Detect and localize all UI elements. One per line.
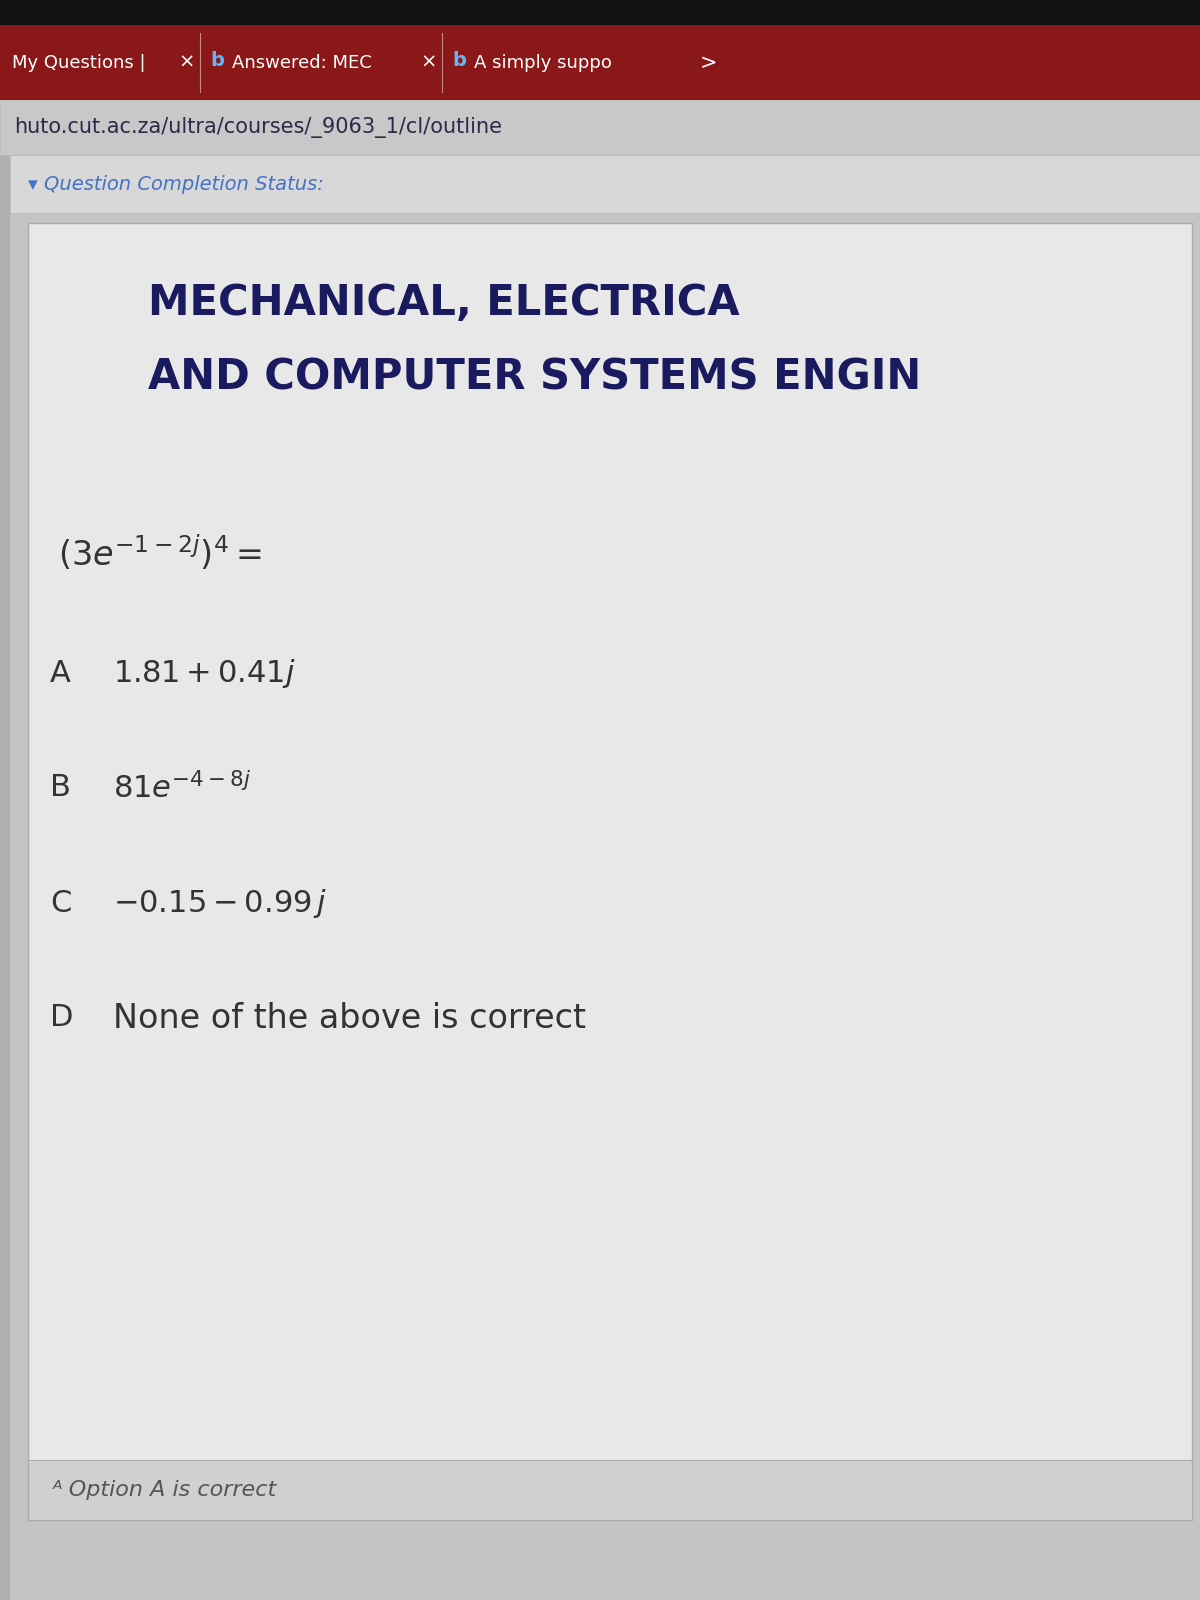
FancyBboxPatch shape	[0, 0, 1200, 26]
Text: C: C	[50, 888, 71, 917]
Text: D: D	[50, 1003, 73, 1032]
Text: B: B	[50, 773, 71, 803]
Text: $(3e^{-1-2j})^4 =$: $(3e^{-1-2j})^4 =$	[58, 533, 262, 573]
Text: My Questions |: My Questions |	[12, 53, 145, 72]
Text: $-0.15 - 0.99\,j$: $-0.15 - 0.99\,j$	[113, 886, 328, 920]
FancyBboxPatch shape	[28, 222, 1192, 1520]
Text: >: >	[700, 53, 718, 72]
Text: $81e^{-4-8j}$: $81e^{-4-8j}$	[113, 773, 251, 803]
FancyBboxPatch shape	[0, 26, 1200, 99]
Text: ×: ×	[178, 53, 194, 72]
Text: MECHANICAL, ELECTRICA: MECHANICAL, ELECTRICA	[148, 282, 739, 323]
FancyBboxPatch shape	[0, 155, 1200, 1600]
Text: AND COMPUTER SYSTEMS ENGIN: AND COMPUTER SYSTEMS ENGIN	[148, 357, 922, 398]
Text: A simply suppo: A simply suppo	[474, 53, 612, 72]
Text: b: b	[210, 51, 224, 70]
Text: A: A	[50, 659, 71, 688]
FancyBboxPatch shape	[0, 155, 10, 1600]
Text: ×: ×	[420, 53, 437, 72]
Text: None of the above is correct: None of the above is correct	[113, 1002, 586, 1035]
FancyBboxPatch shape	[28, 1459, 1192, 1520]
FancyBboxPatch shape	[0, 99, 1200, 155]
FancyBboxPatch shape	[10, 155, 1200, 213]
Text: ▾ Question Completion Status:: ▾ Question Completion Status:	[28, 174, 324, 194]
Text: huto.cut.ac.za/ultra/courses/_9063_1/cl/outline: huto.cut.ac.za/ultra/courses/_9063_1/cl/…	[14, 117, 502, 138]
Text: $1.81 + 0.41j$: $1.81 + 0.41j$	[113, 656, 296, 690]
Text: ᴬ Option A is correct: ᴬ Option A is correct	[53, 1480, 277, 1501]
Text: Answered: MEC: Answered: MEC	[232, 53, 372, 72]
Text: b: b	[452, 51, 466, 70]
